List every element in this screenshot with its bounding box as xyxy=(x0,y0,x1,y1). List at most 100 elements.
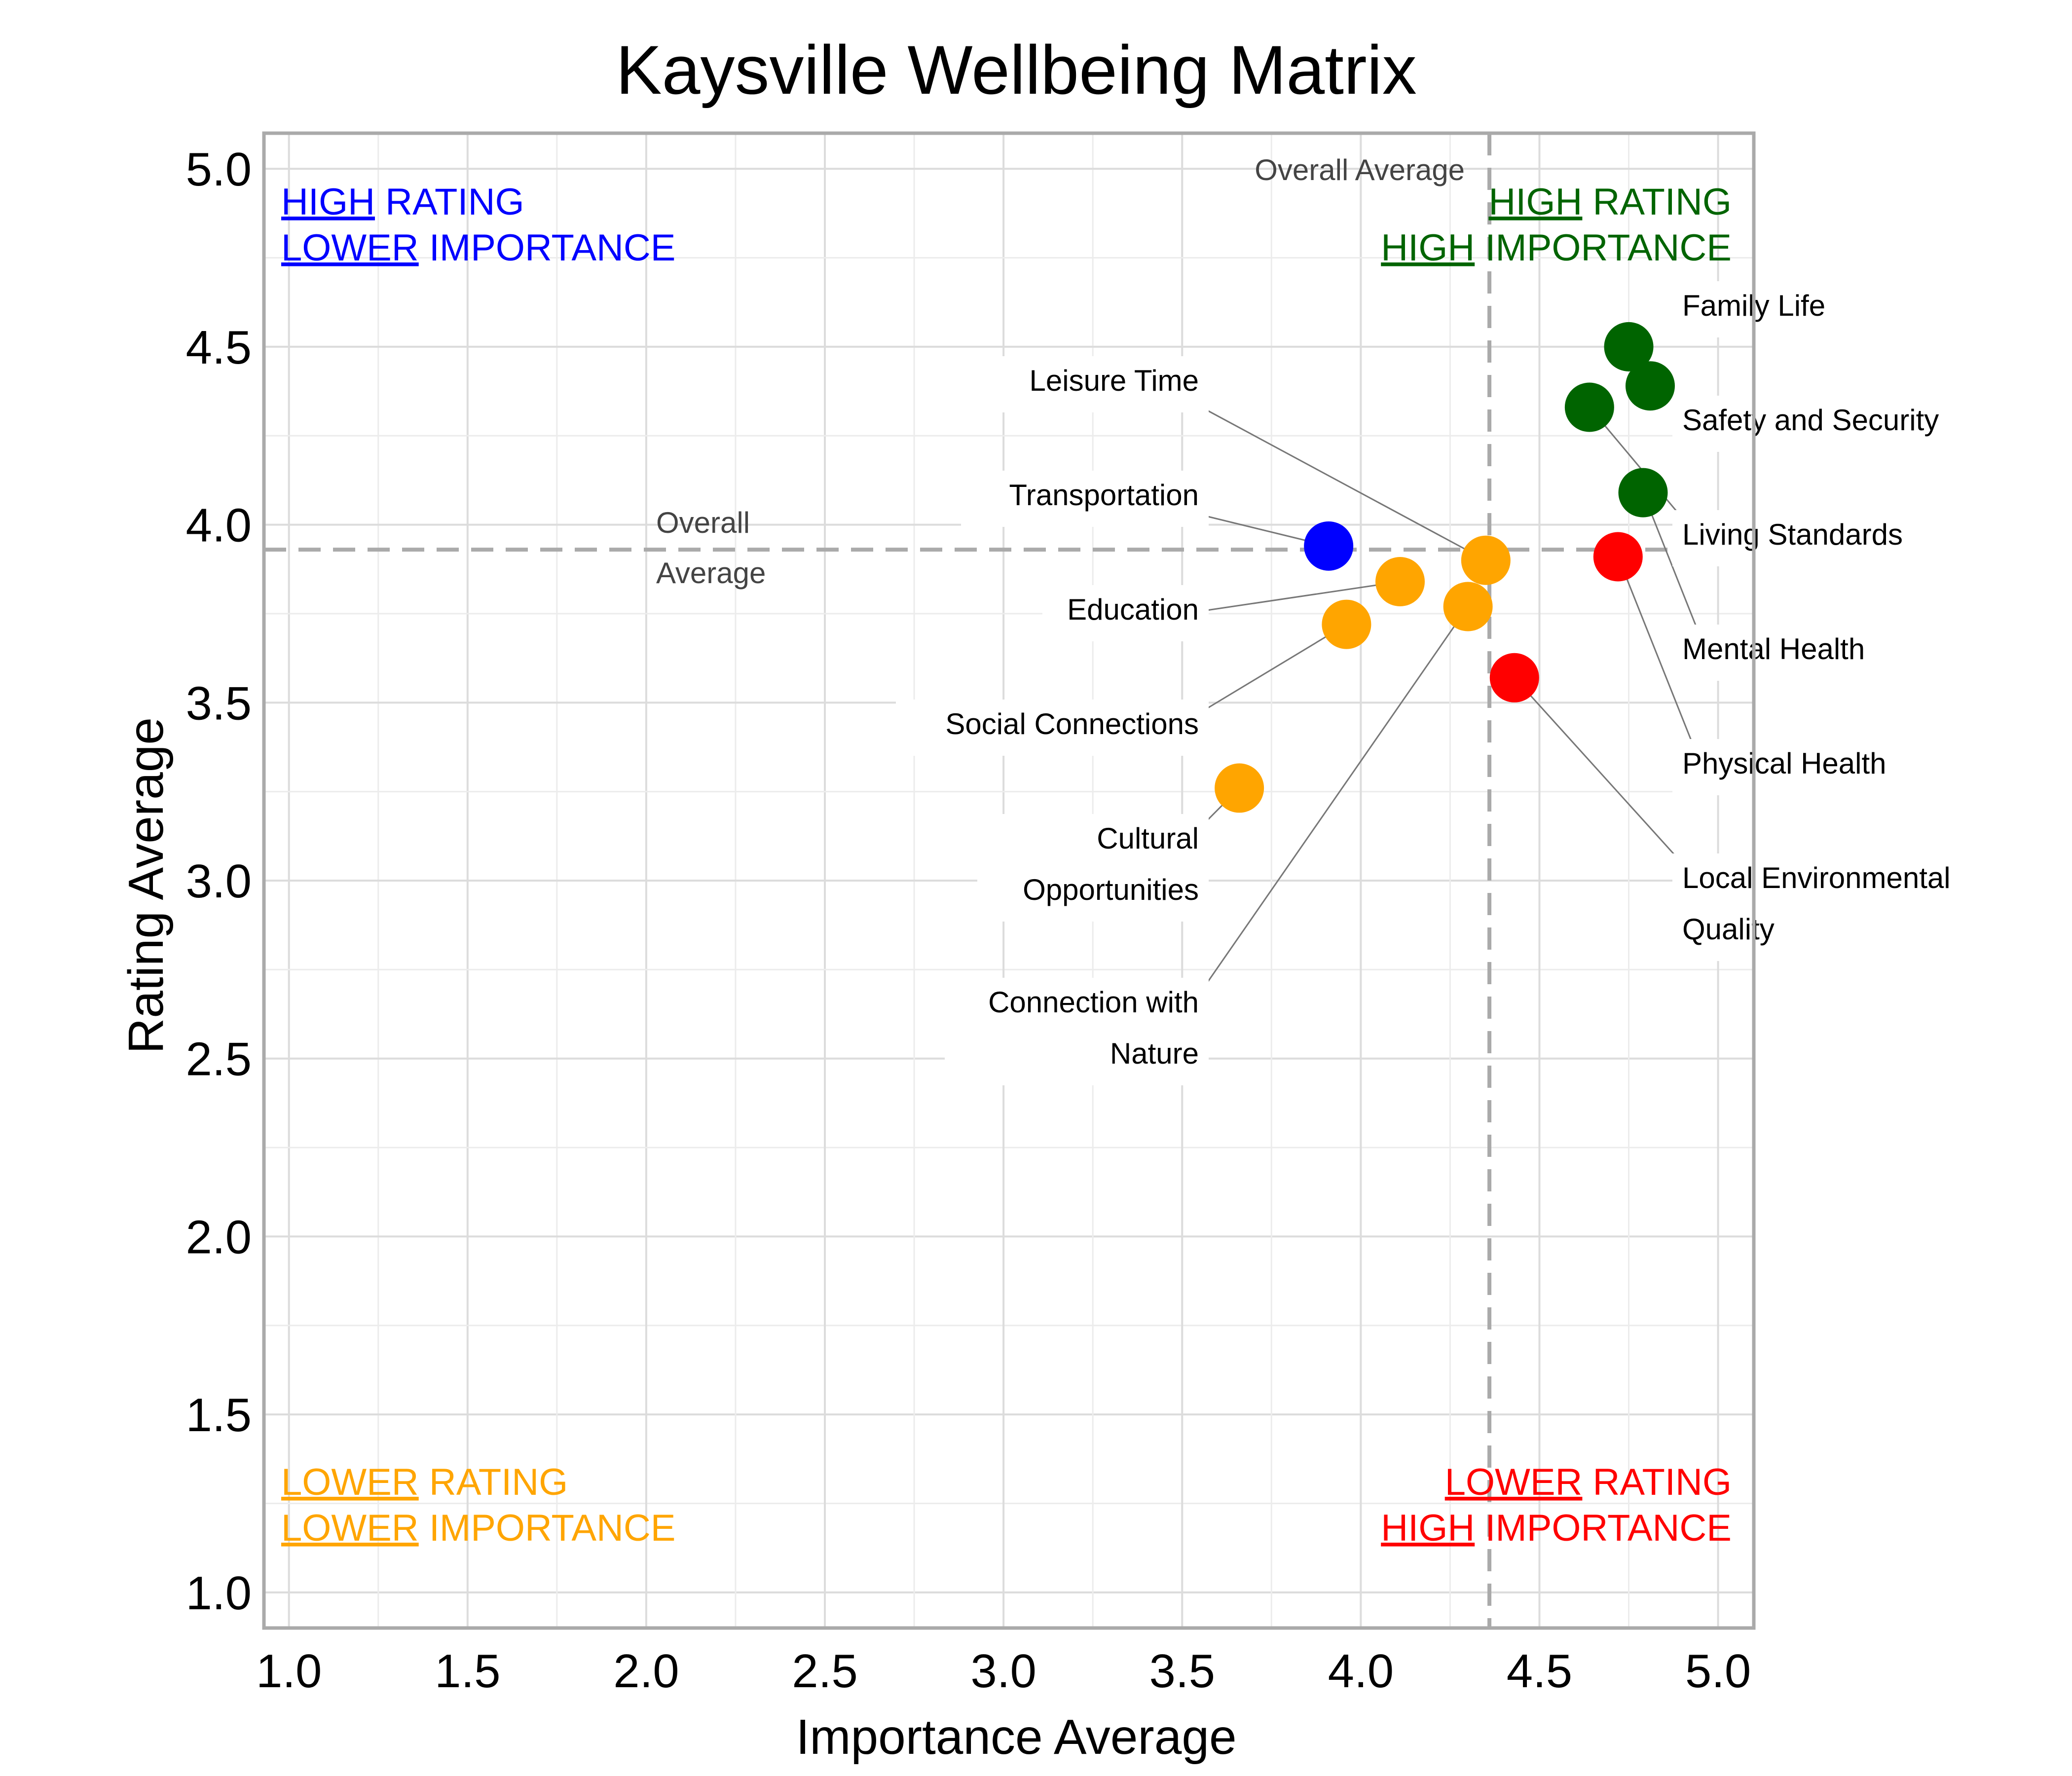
point-label: Connection with xyxy=(988,986,1199,1019)
quadrant-label-bottom-left: LOWER RATING xyxy=(281,1461,568,1503)
y-tick-label: 3.0 xyxy=(186,855,252,908)
point-label: Leisure Time xyxy=(1030,364,1199,397)
leader-line xyxy=(1203,581,1401,612)
point-label-bg xyxy=(961,471,1209,527)
point-label-bg xyxy=(994,356,1209,412)
leader-line xyxy=(1514,677,1683,864)
quadrant-keyword: LOWER xyxy=(281,227,419,269)
point-label-bg xyxy=(1672,281,1871,337)
quadrant-text: IMPORTANCE xyxy=(1475,1507,1732,1549)
data-point xyxy=(1304,521,1354,571)
plot-frame xyxy=(262,131,1756,1630)
leader-line xyxy=(1203,624,1347,711)
data-point xyxy=(1443,582,1493,631)
point-label: Cultural xyxy=(1097,822,1199,855)
data-point xyxy=(1489,653,1539,703)
y-tick-label: 1.5 xyxy=(186,1389,252,1442)
y-average-label: Average xyxy=(656,556,766,590)
point-label: Quality xyxy=(1682,913,1775,946)
point-label: Mental Health xyxy=(1682,632,1865,666)
chart-title: Kaysville Wellbeing Matrix xyxy=(616,31,1417,109)
quadrant-label-top-right: HIGH RATING xyxy=(1488,181,1732,223)
quadrant-keyword: HIGH xyxy=(1488,181,1582,223)
point-label: Education xyxy=(1067,593,1199,626)
point-label-bg xyxy=(1672,625,1904,681)
x-tick-label: 2.5 xyxy=(792,1645,857,1698)
quadrant-text: RATING xyxy=(419,1461,568,1503)
x-tick-label: 2.0 xyxy=(613,1645,679,1698)
quadrant-keyword: LOWER xyxy=(281,1507,419,1549)
leader-lines xyxy=(1203,344,1700,988)
data-points xyxy=(1215,322,1675,813)
quadrant-text: IMPORTANCE xyxy=(419,1507,676,1549)
data-point xyxy=(1604,322,1654,371)
y-tick-label: 4.0 xyxy=(186,499,252,552)
quadrant-label-bottom-left: LOWER IMPORTANCE xyxy=(281,1507,676,1549)
point-label: Physical Health xyxy=(1682,747,1887,780)
point-label-bg xyxy=(896,700,1209,756)
x-tick-label: 1.0 xyxy=(256,1645,322,1698)
data-point xyxy=(1375,557,1425,606)
point-label: Social Connections xyxy=(945,707,1199,740)
point-label: Safety and Security xyxy=(1682,404,1939,437)
point-label: Opportunities xyxy=(1023,873,1199,906)
data-point xyxy=(1593,532,1643,582)
point-label: Transportation xyxy=(1009,479,1199,512)
quadrant-text: RATING xyxy=(1582,1461,1732,1503)
x-tick-label: 1.5 xyxy=(435,1645,500,1698)
point-label-bg xyxy=(1672,739,1936,795)
x-tick-label: 3.5 xyxy=(1149,1645,1215,1698)
point-label-bg xyxy=(1042,585,1209,641)
y-tick-label: 4.5 xyxy=(186,321,252,374)
x-axis-title: Importance Average xyxy=(796,1709,1236,1765)
quadrant-text: RATING xyxy=(1582,181,1732,223)
data-point xyxy=(1461,535,1511,585)
point-label-bg xyxy=(1672,853,2001,961)
quadrant-label-top-left: LOWER IMPORTANCE xyxy=(281,227,676,269)
reference-lines: Overall Average Overall Average xyxy=(264,133,1754,1628)
leader-line xyxy=(1617,556,1696,749)
data-point xyxy=(1564,382,1614,432)
point-label-bg xyxy=(1672,510,1953,566)
x-tick-label: 4.0 xyxy=(1328,1645,1394,1698)
quadrant-label-top-left: HIGH RATING xyxy=(281,181,524,223)
y-tick-label: 2.0 xyxy=(186,1211,252,1263)
leader-line xyxy=(1642,492,1700,633)
x-tick-label: 5.0 xyxy=(1685,1645,1751,1698)
point-label: Nature xyxy=(1110,1037,1199,1070)
x-tick-label: 4.5 xyxy=(1507,1645,1572,1698)
quadrant-label-top-right: HIGH IMPORTANCE xyxy=(1381,227,1732,269)
data-point xyxy=(1322,599,1371,649)
y-tick-label: 3.5 xyxy=(186,677,252,730)
data-point xyxy=(1625,361,1675,411)
quadrant-keyword: HIGH xyxy=(281,181,375,223)
x-average-label: Overall Average xyxy=(1255,153,1465,186)
quadrant-label-bottom-right: HIGH IMPORTANCE xyxy=(1381,1507,1732,1549)
quadrant-label-bottom-right: LOWER RATING xyxy=(1445,1461,1732,1503)
y-tick-label: 1.0 xyxy=(186,1567,252,1620)
quadrant-text: RATING xyxy=(375,181,524,223)
tick-labels: 1.0 1.5 2.0 2.5 3.0 3.5 4.0 4.5 5.0 1.0 1.5 2.0 2.5 3… xyxy=(186,143,1751,1698)
point-label: Local Environmental xyxy=(1682,861,1951,894)
point-label-bg xyxy=(977,814,1209,922)
point-label-bg xyxy=(945,978,1209,1085)
leader-line xyxy=(1203,606,1469,988)
quadrant-keyword: HIGH xyxy=(1381,227,1475,269)
data-point xyxy=(1618,468,1668,518)
quadrant-keyword: LOWER xyxy=(281,1461,419,1503)
x-tick-label: 3.0 xyxy=(970,1645,1036,1698)
y-axis-title: Rating Average xyxy=(118,717,174,1054)
quadrant-keyword: HIGH xyxy=(1381,1507,1475,1549)
data-point xyxy=(1215,763,1264,813)
y-tick-label: 2.5 xyxy=(186,1033,252,1086)
point-label: Living Standards xyxy=(1682,518,1903,551)
quadrant-text: IMPORTANCE xyxy=(419,227,676,269)
leader-line xyxy=(1203,407,1486,561)
point-label-bg xyxy=(1672,396,2001,452)
quadrant-keyword: LOWER xyxy=(1445,1461,1583,1503)
y-average-label: Overall xyxy=(656,506,750,539)
